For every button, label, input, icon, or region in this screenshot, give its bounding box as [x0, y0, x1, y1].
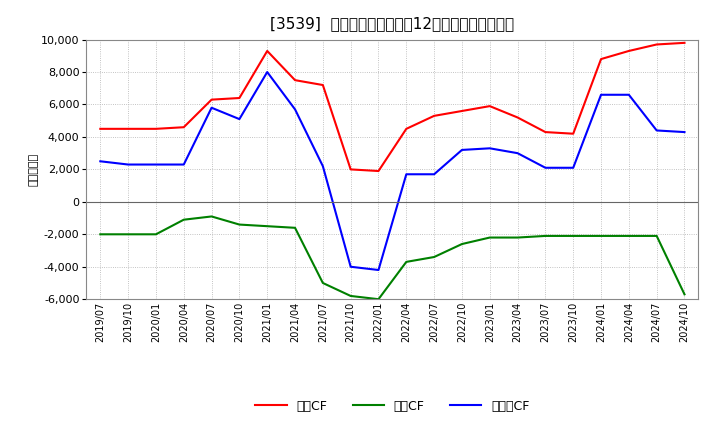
営業CF — [374, 169, 383, 174]
営業CF — [680, 40, 689, 45]
Legend: 営業CF, 投資CF, フリーCF: 営業CF, 投資CF, フリーCF — [251, 395, 534, 418]
投資CF — [597, 233, 606, 238]
投資CF — [624, 233, 633, 238]
投資CF — [207, 214, 216, 219]
投資CF — [263, 224, 271, 229]
投資CF — [430, 254, 438, 260]
フリーCF — [291, 107, 300, 112]
フリーCF — [346, 264, 355, 269]
投資CF — [374, 297, 383, 302]
営業CF — [263, 48, 271, 54]
投資CF — [179, 217, 188, 222]
フリーCF — [569, 165, 577, 170]
投資CF — [346, 293, 355, 299]
フリーCF — [541, 165, 550, 170]
投資CF — [513, 235, 522, 240]
投資CF — [680, 292, 689, 297]
営業CF — [318, 82, 327, 88]
フリーCF — [458, 147, 467, 153]
フリーCF — [235, 117, 243, 122]
営業CF — [402, 126, 410, 132]
営業CF — [124, 126, 132, 132]
フリーCF — [624, 92, 633, 97]
フリーCF — [513, 150, 522, 156]
フリーCF — [597, 92, 606, 97]
フリーCF — [652, 128, 661, 133]
投資CF — [124, 231, 132, 237]
フリーCF — [207, 105, 216, 110]
営業CF — [291, 77, 300, 83]
営業CF — [652, 42, 661, 47]
投資CF — [318, 280, 327, 286]
フリーCF — [680, 129, 689, 135]
フリーCF — [152, 162, 161, 167]
投資CF — [458, 242, 467, 247]
営業CF — [152, 126, 161, 132]
営業CF — [541, 129, 550, 135]
営業CF — [346, 167, 355, 172]
Line: フリーCF: フリーCF — [100, 72, 685, 270]
営業CF — [96, 126, 104, 132]
投資CF — [152, 231, 161, 237]
投資CF — [402, 259, 410, 264]
フリーCF — [485, 146, 494, 151]
Line: 営業CF: 営業CF — [100, 43, 685, 171]
投資CF — [291, 225, 300, 231]
フリーCF — [179, 162, 188, 167]
フリーCF — [402, 172, 410, 177]
投資CF — [96, 231, 104, 237]
フリーCF — [96, 159, 104, 164]
Title: [3539]  キャッシュフローの12か月移動合計の推移: [3539] キャッシュフローの12か月移動合計の推移 — [270, 16, 515, 32]
営業CF — [179, 125, 188, 130]
Y-axis label: （百万円）: （百万円） — [28, 153, 38, 186]
フリーCF — [430, 172, 438, 177]
フリーCF — [124, 162, 132, 167]
営業CF — [458, 108, 467, 114]
フリーCF — [263, 70, 271, 75]
Line: 投資CF: 投資CF — [100, 216, 685, 299]
営業CF — [624, 48, 633, 54]
営業CF — [569, 131, 577, 136]
営業CF — [597, 56, 606, 62]
営業CF — [430, 113, 438, 118]
営業CF — [207, 97, 216, 102]
投資CF — [652, 233, 661, 238]
投資CF — [541, 233, 550, 238]
営業CF — [513, 115, 522, 120]
投資CF — [569, 233, 577, 238]
営業CF — [485, 103, 494, 109]
投資CF — [235, 222, 243, 227]
投資CF — [485, 235, 494, 240]
営業CF — [235, 95, 243, 101]
フリーCF — [318, 164, 327, 169]
フリーCF — [374, 268, 383, 273]
